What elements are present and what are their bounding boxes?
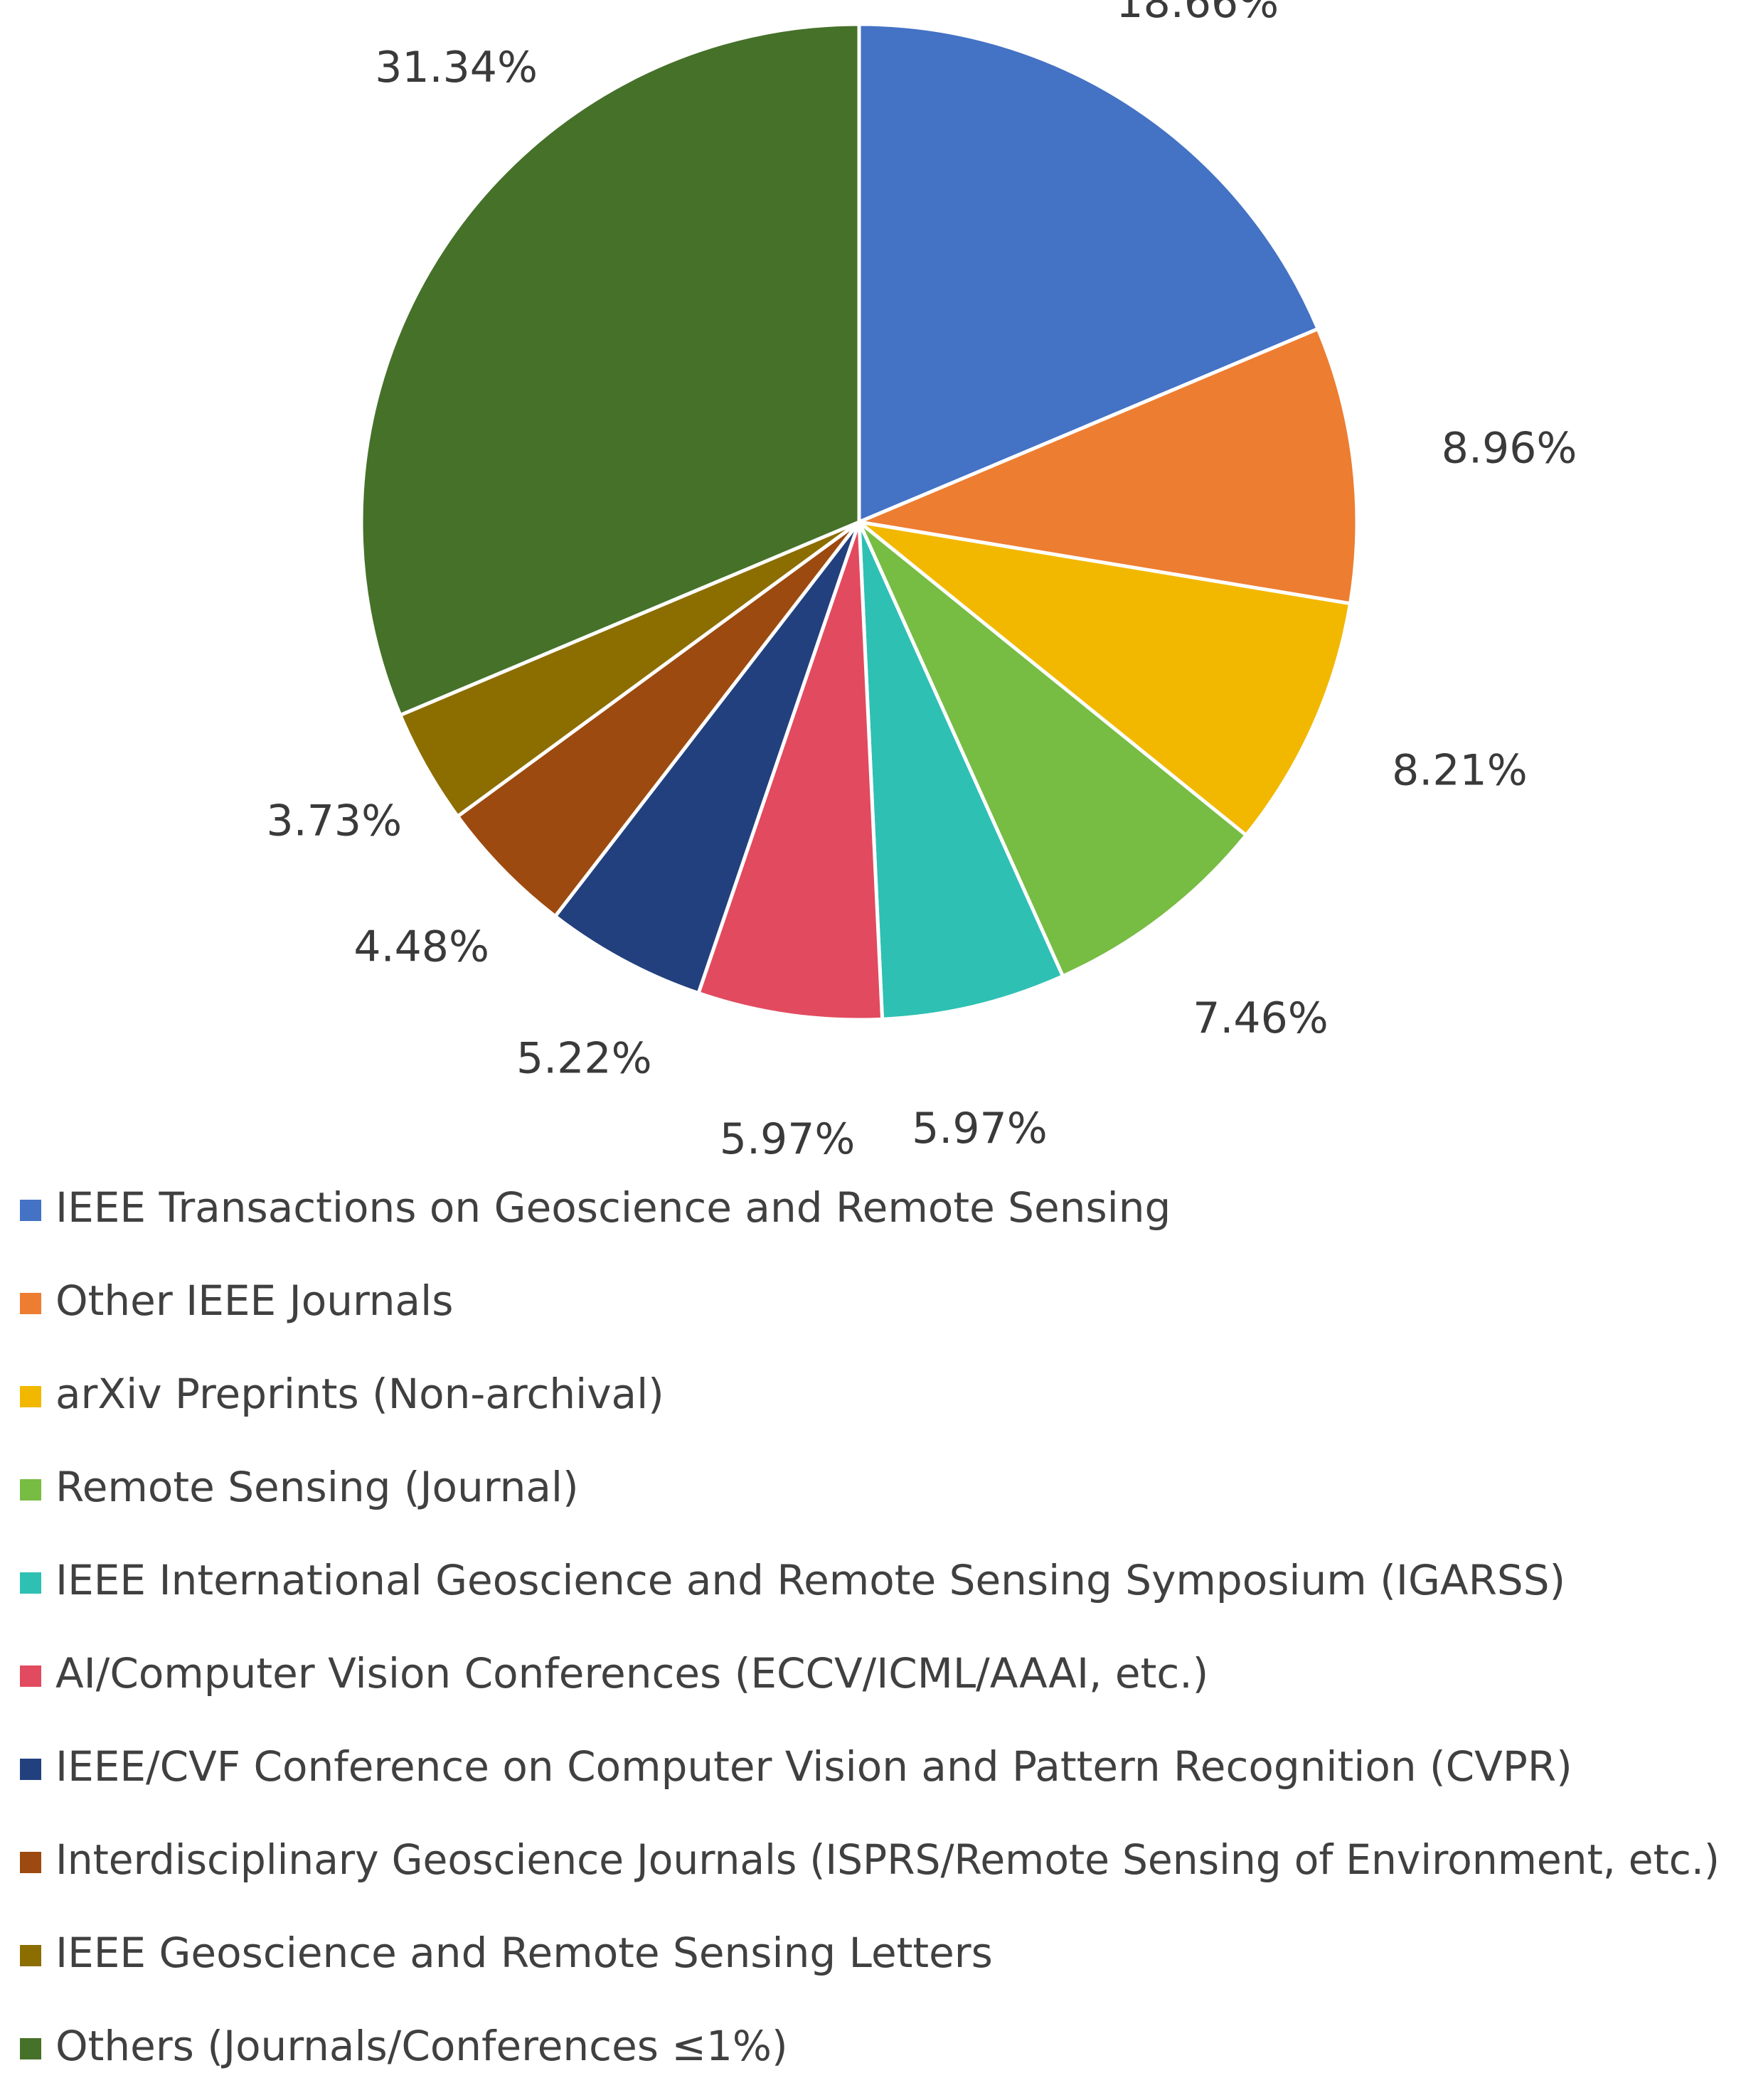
data-label: 5.97% [720,1114,856,1164]
legend-swatch [20,1945,41,1966]
data-labels: 18.66% 8.96% 8.21% 7.46% 5.97% 5.97% 5.22% 4.48… [266,0,1577,1164]
legend-label: IEEE/CVF Conference on Computer Vision a… [55,1742,1572,1791]
data-label: 31.34% [375,43,538,92]
legend-swatch [20,1665,41,1687]
pie-slice [456,520,861,918]
legend-swatch [20,1479,41,1501]
legend-label: IEEE Geoscience and Remote Sensing Lette… [55,1929,993,1977]
legend-swatch [20,1293,41,1314]
pie-slice [553,520,861,996]
data-label: 4.48% [353,922,489,971]
legend-label: Other IEEE Journals [55,1276,453,1325]
legend-swatch [20,1386,41,1407]
pie-slice [857,520,1065,1021]
legend-swatch [20,1572,41,1594]
legend: IEEE Transactions on Geoscience and Remo… [20,1183,1720,2070]
legend-label: Remote Sensing (Journal) [55,1463,579,1511]
legend-label: IEEE Transactions on Geoscience and Remo… [55,1183,1171,1232]
data-label: 3.73% [266,796,402,846]
data-label: 5.22% [516,1033,652,1083]
data-label: 5.97% [912,1104,1048,1153]
legend-label: AI/Computer Vision Conferences (ECCV/ICM… [55,1649,1208,1697]
pie-slice [857,520,1248,979]
legend-swatch [20,1200,41,1221]
legend-swatch [20,1759,41,1780]
pie-slice [696,520,885,1022]
data-label: 18.66% [1116,0,1279,28]
legend-swatch [20,2038,41,2059]
data-label: 7.46% [1193,993,1329,1043]
data-label: 8.21% [1392,745,1528,795]
legend-swatch [20,1852,41,1873]
legend-label: arXiv Preprints (Non-archival) [55,1370,664,1418]
pie-slice [359,22,861,718]
pie-slices [359,22,1359,1022]
legend-label: Interdisciplinary Geoscience Journals (I… [55,1835,1720,1884]
pie-slice [857,520,1353,837]
data-label: 8.96% [1442,423,1577,473]
pie-slice [857,22,1320,524]
legend-label: IEEE International Geoscience and Remote… [55,1556,1565,1604]
legend-label: Others (Journals/Conferences ≤1%) [55,2022,788,2070]
pie-slice [857,326,1359,606]
